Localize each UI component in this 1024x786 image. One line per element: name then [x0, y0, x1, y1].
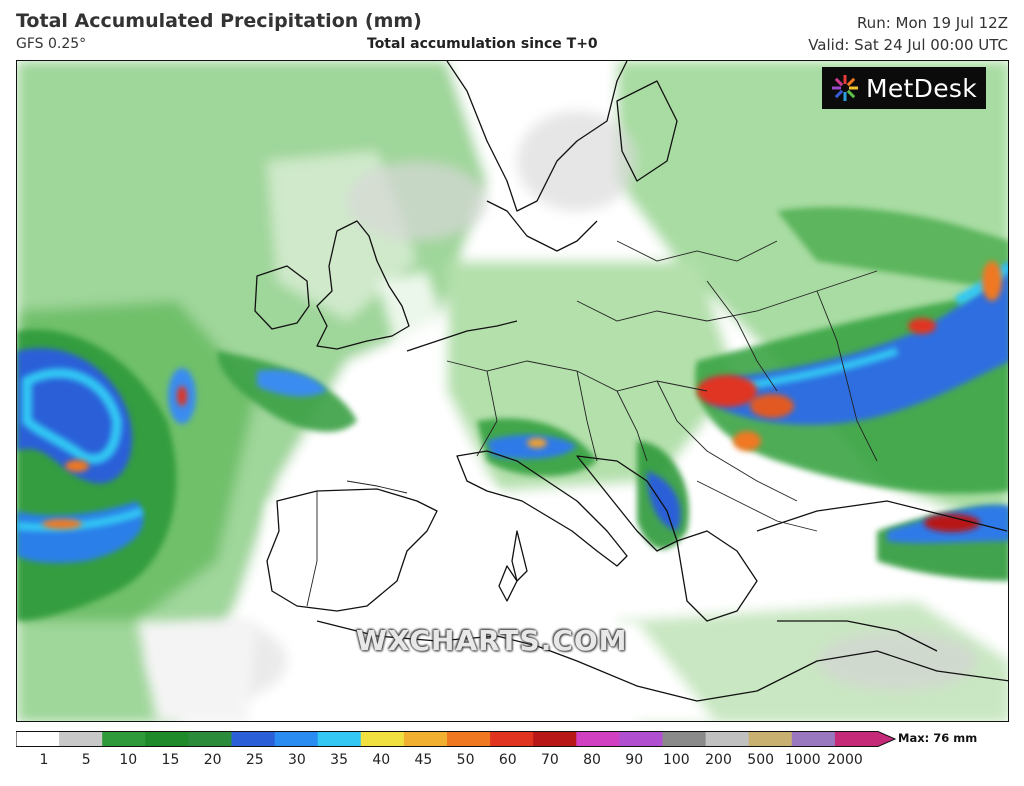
colorbar-arrow: [878, 731, 895, 747]
metdesk-star-icon: [832, 75, 858, 101]
metdesk-logo-text: MetDesk: [866, 73, 977, 103]
legend-tick-label: 45: [414, 752, 433, 768]
model-label: GFS 0.25°: [16, 36, 87, 52]
legend-tick-label: 20: [203, 752, 222, 768]
colorbar-segment: [662, 731, 707, 747]
colorbar-segment: [619, 731, 664, 747]
legend-tick-label: 15: [161, 752, 180, 768]
colorbar-segment: [145, 731, 189, 747]
legend-tick-label: 100: [662, 752, 690, 768]
colorbar-segment: [490, 731, 534, 747]
colorbar-segment: [576, 731, 620, 747]
coastlines: [254, 61, 1008, 702]
colorbar-segment: [705, 731, 750, 747]
colorbar-segment: [16, 731, 60, 747]
legend-tick-label: 40: [372, 752, 391, 768]
chart-subtitle: Total accumulation since T+0: [367, 36, 598, 52]
colorbar-segment: [447, 731, 491, 747]
legend-tick-label: 200: [705, 752, 732, 768]
run-time: Run: Mon 19 Jul 12Z: [856, 14, 1008, 32]
precip-heavy-cores: [42, 261, 1002, 532]
precip-blue-bands: [17, 263, 1008, 564]
colorbar-segment: [403, 731, 448, 747]
colorbar-segment: [188, 731, 233, 747]
legend-tick-label: 1: [39, 752, 49, 768]
legend-ticks: 1 5 10 15 20 25 30 35 40 45 50 60 70 80 90 100 200 500 100…: [0, 752, 1024, 772]
legend-tick-label: 25: [245, 752, 264, 768]
colorbar-segment: [533, 731, 577, 747]
legend-tick-label: 5: [81, 752, 91, 768]
legend-tick-label: 50: [456, 752, 475, 768]
legend-tick-label: 90: [625, 752, 644, 768]
legend-tick-label: 70: [540, 752, 559, 768]
legend-tick-label: 80: [583, 752, 601, 768]
colorbar-segment: [231, 731, 276, 747]
legend-max-label: Max: 76 mm: [898, 731, 978, 745]
colorbar-segment: [102, 731, 146, 747]
colorbar-segment: [59, 731, 103, 747]
chart-title: Total Accumulated Precipitation (mm): [16, 10, 422, 32]
valid-time: Valid: Sat 24 Jul 00:00 UTC: [808, 36, 1008, 54]
colorbar-segment: [360, 731, 405, 747]
legend-tick-label: 1000: [785, 752, 821, 768]
wxcharts-watermark: WXCHARTS.COM: [356, 624, 628, 657]
dry-areas: [137, 271, 716, 721]
precipitation-map: MetDesk: [16, 60, 1009, 722]
country-borders: [306, 240, 878, 607]
legend-tick-label: 35: [330, 752, 349, 768]
colorbar-segment: [274, 731, 319, 747]
map-canvas: [17, 61, 1008, 721]
legend-tick-label: 30: [288, 752, 306, 768]
colorbar-segment: [791, 731, 836, 747]
legend-tick-label: 2000: [827, 752, 863, 768]
metdesk-logo: MetDesk: [822, 67, 986, 109]
colorbar-segment: [834, 731, 879, 747]
colorbar-segment: [317, 731, 362, 747]
legend-tick-label: 10: [119, 752, 138, 768]
colorbar-segment: [748, 731, 793, 747]
legend-colorbar: [16, 731, 896, 747]
legend-tick-label: 60: [498, 752, 517, 768]
legend-tick-label: 500: [747, 752, 775, 768]
